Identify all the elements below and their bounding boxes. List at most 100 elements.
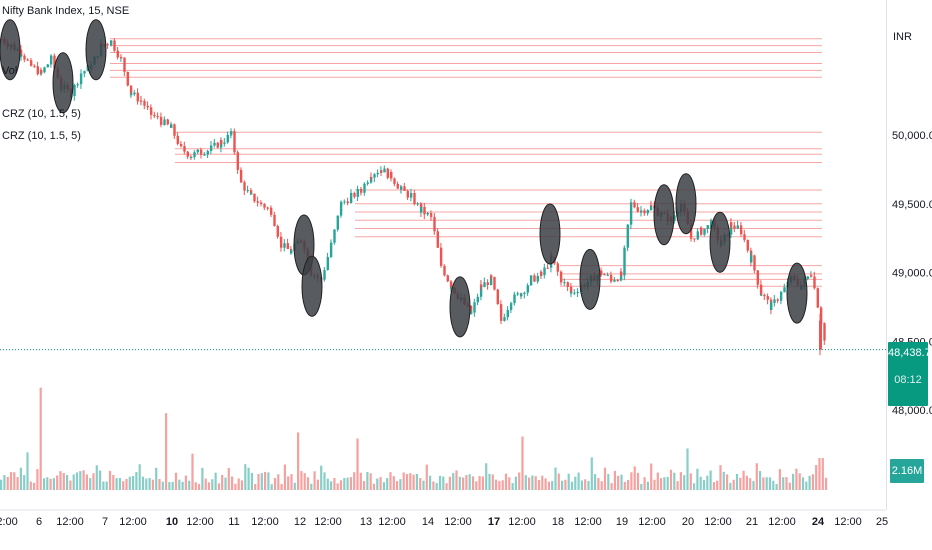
candle-body-100 <box>250 193 253 195</box>
candle-body-225 <box>563 282 566 284</box>
candle-body-200 <box>500 317 503 321</box>
x-tick-label-19: 19 <box>616 516 628 528</box>
legend-crz-2[interactable]: CRZ (10, 1.5, 5) <box>2 130 81 142</box>
signal-marker-4 <box>301 255 323 317</box>
x-tick-label-8: 12:00 <box>251 516 279 528</box>
volume-bar-155 <box>511 483 514 490</box>
candle-body-222 <box>556 263 559 272</box>
volume-bar-96 <box>316 479 319 490</box>
volume-bar-94 <box>310 483 313 490</box>
x-tick-label-7: 11 <box>228 516 239 528</box>
volume-bar-211 <box>696 468 699 490</box>
volume-bar-74 <box>244 464 247 490</box>
legend-crz-1[interactable]: CRZ (10, 1.5, 5) <box>2 108 81 120</box>
candle-body-80 <box>200 153 203 155</box>
candle-body-134 <box>336 215 339 230</box>
volume-bar-123 <box>405 474 409 490</box>
volume-bar-6 <box>19 467 22 490</box>
volume-bar-72 <box>237 478 240 490</box>
volume-bar-142 <box>468 474 471 490</box>
candle-body-199 <box>499 304 503 318</box>
volume-bar-135 <box>445 483 448 490</box>
candle-body-251 <box>629 203 633 225</box>
volume-bar-2 <box>6 476 9 490</box>
x-tick-label-2: 12:00 <box>56 516 84 528</box>
candle-body-179 <box>449 281 453 289</box>
volume-bar-245 <box>808 475 811 490</box>
candle-body-73 <box>183 146 186 152</box>
volume-bar-132 <box>435 483 438 490</box>
candle-body-191 <box>479 284 483 297</box>
x-tick-label-17: 18 <box>552 516 564 528</box>
volume-bar-29 <box>95 465 98 490</box>
candle-body-161 <box>403 186 406 191</box>
volume-bar-40 <box>132 476 135 490</box>
candle-body-65 <box>163 119 166 125</box>
candle-body-101 <box>253 193 256 202</box>
volume-bar-241 <box>795 468 798 490</box>
volume-bar-186 <box>613 470 616 490</box>
volume-bar-218 <box>719 465 722 490</box>
candle-body-66 <box>166 119 169 125</box>
volume-bar-64 <box>211 479 214 490</box>
volume-bar-227 <box>749 478 752 490</box>
candle-body-85 <box>213 142 216 146</box>
volume-bar-44 <box>145 478 148 490</box>
currency-label[interactable]: INR <box>893 31 912 43</box>
volume-bar-68 <box>224 477 227 490</box>
candle-body-172 <box>430 215 433 217</box>
candle-body-74 <box>186 151 189 157</box>
volume-bar-10 <box>33 482 36 490</box>
candle-body-95 <box>239 169 243 181</box>
candle-body-9 <box>23 55 26 60</box>
volume-bar-232 <box>765 477 768 490</box>
candle-body-94 <box>236 152 239 170</box>
volume-bar-34 <box>112 474 115 490</box>
candle-body-106 <box>266 207 269 209</box>
volume-bar-82 <box>270 484 273 490</box>
volume-bar-213 <box>702 480 706 490</box>
volume-bar-197 <box>650 463 653 490</box>
candle-body-30 <box>76 84 79 86</box>
volume-bar-235 <box>775 483 778 490</box>
volume-bar-126 <box>415 473 418 490</box>
volume-bar-88 <box>290 474 293 490</box>
candle-body-269 <box>673 215 676 221</box>
candle-body-17 <box>43 67 46 73</box>
candle-body-194 <box>486 282 489 286</box>
candle-body-160 <box>400 186 403 190</box>
candle-body-230 <box>576 291 579 293</box>
candle-body-292 <box>730 222 733 226</box>
candle-body-312 <box>780 292 783 296</box>
volume-bar-243 <box>801 477 805 490</box>
candle-body-254 <box>636 207 639 212</box>
candle-body-146 <box>366 182 369 184</box>
candle-body-89 <box>223 142 226 144</box>
volume-bar-30 <box>99 470 102 490</box>
volume-bar-238 <box>785 477 788 490</box>
candle-body-209 <box>523 292 526 294</box>
y-tick-label-4: 50,000.00 <box>892 130 932 142</box>
volume-bar-5 <box>16 476 19 490</box>
candle-body-153 <box>383 168 386 173</box>
candle-body-86 <box>216 142 219 148</box>
candle-body-63 <box>159 116 163 122</box>
candle-body-243 <box>609 274 613 279</box>
x-tick-label-24: 12:00 <box>768 516 796 528</box>
x-tick-label-21: 20 <box>682 516 694 528</box>
volume-bar-153 <box>504 473 508 490</box>
x-tick-label-4: 12:00 <box>119 516 147 528</box>
volume-bar-27 <box>89 478 92 490</box>
candle-body-137 <box>343 201 346 203</box>
candle-body-298 <box>746 239 749 251</box>
volume-bar-92 <box>303 473 306 490</box>
candle-body-196 <box>490 275 493 278</box>
legend-volume[interactable]: Vol <box>2 65 18 77</box>
candle-body-130 <box>326 257 329 271</box>
candle-body-58 <box>146 105 149 108</box>
candle-body-154 <box>386 168 389 178</box>
volume-bar-180 <box>594 474 597 490</box>
candle-body-93 <box>233 131 236 153</box>
candle-body-76 <box>190 157 193 159</box>
